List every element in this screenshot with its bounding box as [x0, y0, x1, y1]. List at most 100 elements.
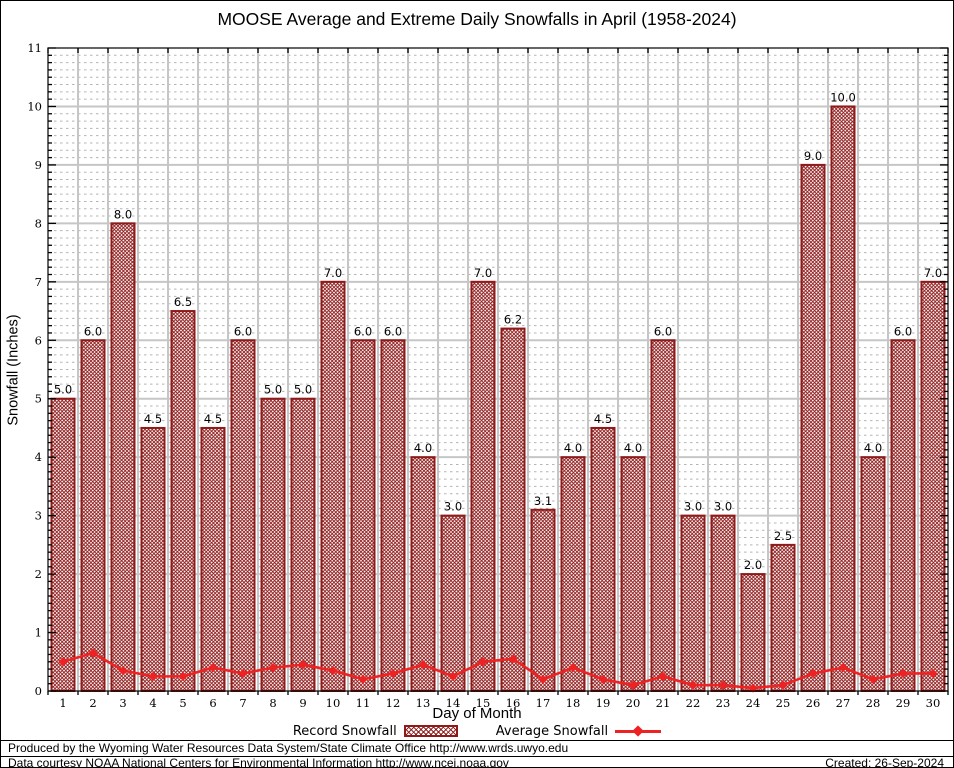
bar-value-label: 3.1	[534, 494, 552, 508]
footer-divider-top	[1, 740, 953, 741]
bar-day-5	[170, 310, 196, 692]
average-point	[778, 680, 788, 690]
y-tick-label: 5	[35, 392, 42, 406]
x-tick-label: 8	[269, 696, 276, 710]
x-tick-label: 28	[866, 696, 881, 710]
bar-day-20	[620, 456, 646, 692]
bar-value-label: 5.0	[54, 383, 72, 397]
bar-value-label: 10.0	[830, 90, 856, 104]
x-tick-label: 10	[326, 696, 341, 710]
x-tick-label: 23	[716, 696, 731, 710]
average-point	[688, 680, 698, 690]
bar-value-label: 6.0	[894, 324, 912, 338]
y-tick-label: 9	[35, 158, 42, 172]
bar-day-17	[530, 508, 556, 693]
bar-value-label: 5.0	[264, 383, 282, 397]
x-tick-label: 25	[776, 696, 791, 710]
y-tick-label: 3	[35, 509, 42, 523]
average-point	[118, 665, 128, 676]
y-tick-label: 1	[35, 626, 42, 640]
average-point	[298, 660, 308, 670]
x-tick-label: 1	[59, 696, 66, 710]
bar-value-label: 4.0	[624, 441, 642, 455]
footer-attribution: Produced by the Wyoming Water Resources …	[8, 741, 569, 755]
average-point	[238, 668, 248, 679]
average-point	[838, 663, 848, 673]
y-tick-label: 7	[35, 275, 42, 289]
average-point	[448, 671, 458, 681]
average-point	[748, 683, 758, 693]
x-tick-label: 9	[299, 696, 306, 710]
bar-value-label: 4.0	[864, 441, 882, 455]
legend-record-label: Record Snowfall	[292, 723, 397, 739]
average-point	[358, 674, 368, 684]
plot-frame	[47, 47, 949, 692]
average-point	[148, 671, 158, 681]
bar-value-label: 4.5	[144, 412, 162, 426]
x-tick-label: 7	[239, 696, 246, 710]
average-point	[88, 648, 98, 658]
y-tick-label: 0	[35, 684, 42, 698]
record-swatch-icon	[403, 725, 458, 737]
x-tick-label: 4	[149, 696, 156, 710]
y-tick-label: 2	[35, 567, 42, 581]
bar-day-27	[830, 105, 856, 693]
average-point	[178, 671, 188, 681]
x-tick-label: 20	[626, 696, 641, 710]
bar-value-label: 6.0	[654, 324, 672, 338]
x-tick-label: 21	[656, 696, 671, 710]
bar-day-1	[50, 397, 76, 692]
average-point	[628, 680, 638, 690]
x-tick-label: 13	[416, 696, 431, 710]
x-tick-label: 14	[446, 696, 461, 710]
y-tick-label: 8	[35, 216, 42, 230]
average-point	[928, 668, 938, 679]
x-tick-label: 5	[179, 696, 186, 710]
average-point	[58, 657, 68, 667]
bar-day-6	[200, 426, 226, 692]
x-tick-label: 11	[356, 696, 371, 710]
y-tick-label: 4	[35, 450, 42, 464]
bar-day-10	[320, 280, 346, 692]
bar-day-29	[890, 339, 916, 692]
bar-value-label: 3.0	[714, 500, 732, 514]
average-point	[718, 680, 728, 690]
bar-value-label: 3.0	[444, 500, 462, 514]
bar-value-label: 2.5	[774, 529, 792, 543]
bar-value-label: 2.0	[744, 558, 762, 572]
bar-day-22	[680, 514, 706, 692]
bar-day-18	[560, 456, 586, 692]
legend: Record Snowfall Average Snowfall	[1, 723, 953, 739]
x-tick-label: 12	[386, 696, 401, 710]
bar-value-label: 9.0	[804, 149, 822, 163]
bar-value-label: 6.0	[84, 324, 102, 338]
bar-day-23	[710, 514, 736, 692]
x-tick-label: 6	[209, 696, 216, 710]
x-tick-label: 16	[506, 696, 521, 710]
bar-day-21	[650, 339, 676, 692]
average-point	[808, 668, 818, 679]
x-tick-label: 29	[896, 696, 911, 710]
x-tick-label: 26	[806, 696, 821, 710]
bar-value-label: 7.0	[324, 266, 342, 280]
average-point	[418, 660, 428, 670]
average-point	[568, 663, 578, 673]
bar-day-25	[770, 543, 796, 693]
average-line-icon	[615, 724, 662, 737]
bar-day-12	[380, 339, 406, 692]
bar-value-label: 5.0	[294, 383, 312, 397]
x-tick-label: 3	[119, 696, 126, 710]
x-axis-label: Day of Month	[432, 705, 522, 722]
x-tick-label: 22	[686, 696, 701, 710]
legend-item-average: Average Snowfall	[496, 724, 662, 739]
bar-value-label: 3.0	[684, 500, 702, 514]
bar-day-4	[140, 426, 166, 692]
bar-value-label: 6.0	[354, 324, 372, 338]
average-point	[868, 674, 878, 684]
bar-value-label: 6.0	[234, 324, 252, 338]
bar-day-30	[920, 280, 946, 692]
y-tick-label: 6	[35, 333, 42, 347]
bar-day-11	[350, 339, 376, 692]
footer-courtesy-row: Data courtesy NOAA National Centers for …	[8, 757, 944, 768]
